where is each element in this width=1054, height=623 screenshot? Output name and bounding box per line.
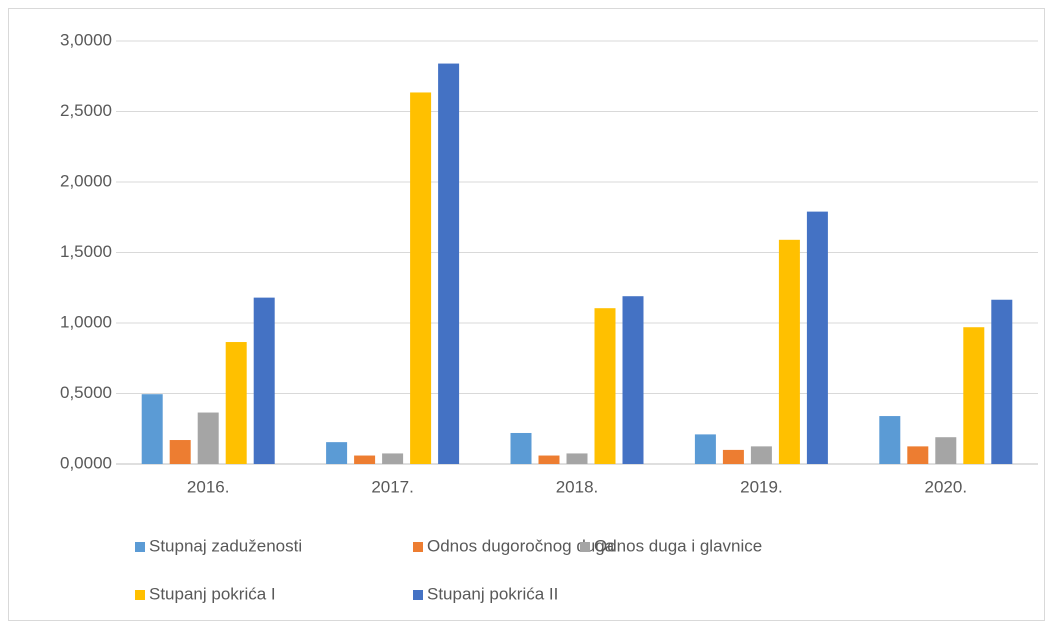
legend-label: Odnos dugoročnog duga (427, 536, 615, 555)
bar (510, 432, 532, 464)
bar (879, 416, 901, 464)
bar (410, 92, 432, 464)
bar (907, 446, 929, 464)
legend-swatch (135, 590, 145, 600)
bar (326, 442, 348, 464)
bar (778, 239, 800, 464)
bar (750, 446, 772, 464)
x-tick-label: 2018. (556, 477, 599, 496)
x-tick-label: 2020. (925, 477, 968, 496)
bar (538, 455, 560, 464)
bar (141, 394, 163, 464)
y-tick-label: 0,0000 (60, 453, 112, 472)
bar (225, 342, 247, 464)
y-tick-label: 1,5000 (60, 242, 112, 261)
bar (722, 449, 744, 464)
bar (594, 308, 616, 464)
x-tick-label: 2016. (187, 477, 230, 496)
bar (694, 434, 716, 464)
legend-swatch (135, 542, 145, 552)
legend-swatch (413, 542, 423, 552)
legend-label: Stupanj pokrića II (427, 584, 558, 603)
y-tick-label: 1,0000 (60, 312, 112, 331)
legend-label: Stupanj pokrića I (149, 584, 276, 603)
bar (622, 296, 644, 464)
legend-swatch (413, 590, 423, 600)
y-tick-label: 0,5000 (60, 383, 112, 402)
bar (382, 453, 404, 464)
y-tick-label: 2,0000 (60, 171, 112, 190)
legend-swatch (580, 542, 590, 552)
bar (806, 211, 828, 464)
bar (253, 297, 275, 464)
bar (935, 437, 957, 464)
x-tick-label: 2019. (740, 477, 783, 496)
legend-label: Odnos duga i glavnice (594, 536, 762, 555)
bar (438, 63, 460, 465)
bar (197, 412, 219, 464)
chart-frame (8, 8, 1045, 621)
x-tick-label: 2017. (371, 477, 414, 496)
y-tick-label: 2,5000 (60, 101, 112, 120)
bar (991, 299, 1013, 464)
bar (566, 453, 588, 464)
legend-label: Stupnaj zaduženosti (149, 536, 302, 555)
bar (963, 327, 985, 464)
y-tick-label: 3,0000 (60, 30, 112, 49)
bar (354, 455, 376, 464)
bar (169, 440, 191, 464)
